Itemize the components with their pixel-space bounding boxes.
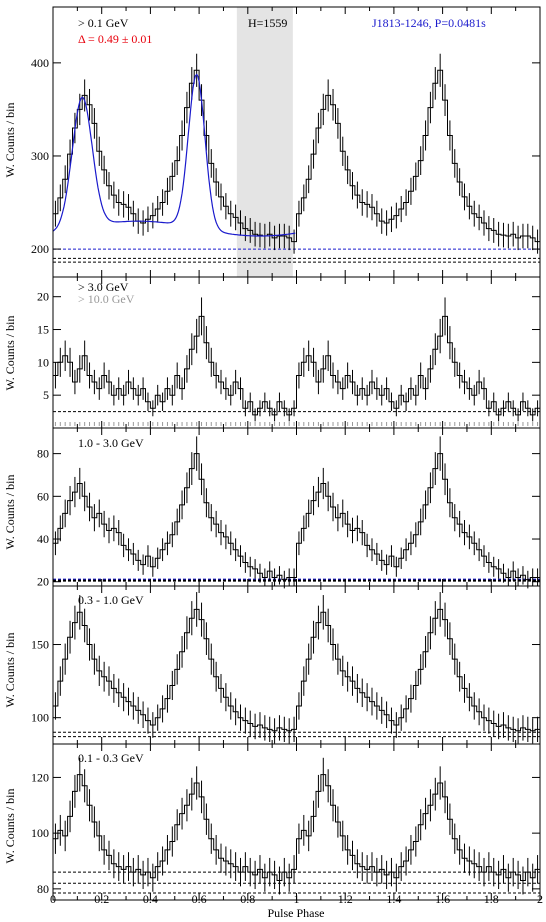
x-tick-label: 0.2 bbox=[94, 892, 109, 906]
panel-0-ylabel: W. Counts / bin bbox=[3, 103, 17, 178]
x-tick-label: 1.4 bbox=[386, 892, 401, 906]
panel-1-energy-label-2: > 10.0 GeV bbox=[78, 292, 135, 306]
panel-3-energy-label: 0.3 - 1.0 GeV bbox=[78, 593, 144, 607]
panel-gt-3-gev: > 3.0 GeV > 10.0 GeV W. Counts / bin 5 10… bbox=[3, 276, 541, 429]
x-tick-label: 1.6 bbox=[435, 892, 450, 906]
histogram-line bbox=[53, 315, 540, 416]
y-tick-label: 80 bbox=[37, 447, 49, 461]
panel-4-energy-label: 0.1 - 0.3 GeV bbox=[78, 751, 144, 765]
y-tick-label: 400 bbox=[31, 56, 49, 70]
fitted-curve bbox=[52, 73, 296, 237]
panel-3-ylabel: W. Counts / bin bbox=[3, 633, 17, 708]
y-tick-label: 60 bbox=[37, 489, 49, 503]
panel-gt-0p1-gev: > 0.1 GeV Δ = 0.49 ± 0.01 H=1559 J1813-1… bbox=[3, 6, 541, 278]
y-tick-label: 300 bbox=[31, 149, 49, 163]
y-tick-label: 80 bbox=[37, 882, 49, 896]
y-tick-label: 200 bbox=[31, 242, 49, 256]
y-tick-label: 15 bbox=[37, 323, 49, 337]
y-tick-label: 10 bbox=[37, 355, 49, 369]
x-tick-label: 0 bbox=[50, 892, 56, 906]
x-tick-label: 0.4 bbox=[143, 892, 158, 906]
panel-0-energy-label: > 0.1 GeV bbox=[78, 16, 129, 30]
y-tick-label: 40 bbox=[37, 532, 49, 546]
y-tick-label: 20 bbox=[37, 290, 49, 304]
y-tick-label: 100 bbox=[31, 826, 49, 840]
panel-4-ylabel: W. Counts / bin bbox=[3, 789, 17, 864]
panel-2-energy-label: 1.0 - 3.0 GeV bbox=[78, 436, 144, 450]
x-tick-label: 2 bbox=[537, 892, 543, 906]
histogram-line bbox=[53, 774, 540, 881]
y-tick-label: 120 bbox=[31, 770, 49, 784]
y-tick-label: 5 bbox=[43, 388, 49, 402]
panel-0p1-0p3-gev: 0.1 - 0.3 GeV W. Counts / bin Pulse Phas… bbox=[3, 743, 543, 920]
panel-1-energy-label: > 3.0 GeV bbox=[78, 280, 129, 294]
x-tick-label: 1.8 bbox=[484, 892, 499, 906]
panel-0-source-label: J1813-1246, P=0.0481s bbox=[372, 16, 486, 30]
x-tick-label: 1 bbox=[294, 892, 300, 906]
y-tick-label: 100 bbox=[31, 711, 49, 725]
panel-0-h-label: H=1559 bbox=[248, 16, 287, 30]
x-tick-label: 1.2 bbox=[338, 892, 353, 906]
x-tick-label: 0.6 bbox=[192, 892, 207, 906]
panel-1-3-gev: 1.0 - 3.0 GeV W. Counts / bin 20 40 60 80 bbox=[3, 427, 541, 589]
panel-0-delta-label: Δ = 0.49 ± 0.01 bbox=[78, 32, 152, 46]
y-tick-label: 150 bbox=[31, 638, 49, 652]
histogram-line bbox=[53, 608, 540, 732]
panel-1-ylabel: W. Counts / bin bbox=[3, 316, 17, 391]
panel-2-ylabel: W. Counts / bin bbox=[3, 475, 17, 550]
panel-0p3-1-gev: 0.3 - 1.0 GeV W. Counts / bin 100 150 bbox=[3, 585, 541, 745]
histogram-line bbox=[53, 69, 540, 243]
x-tick-label: 0.8 bbox=[240, 892, 255, 906]
histogram-line bbox=[53, 453, 540, 581]
panel-frame bbox=[52, 743, 541, 901]
x-axis-label: Pulse Phase bbox=[268, 906, 325, 920]
y-tick-label: 20 bbox=[37, 575, 49, 589]
